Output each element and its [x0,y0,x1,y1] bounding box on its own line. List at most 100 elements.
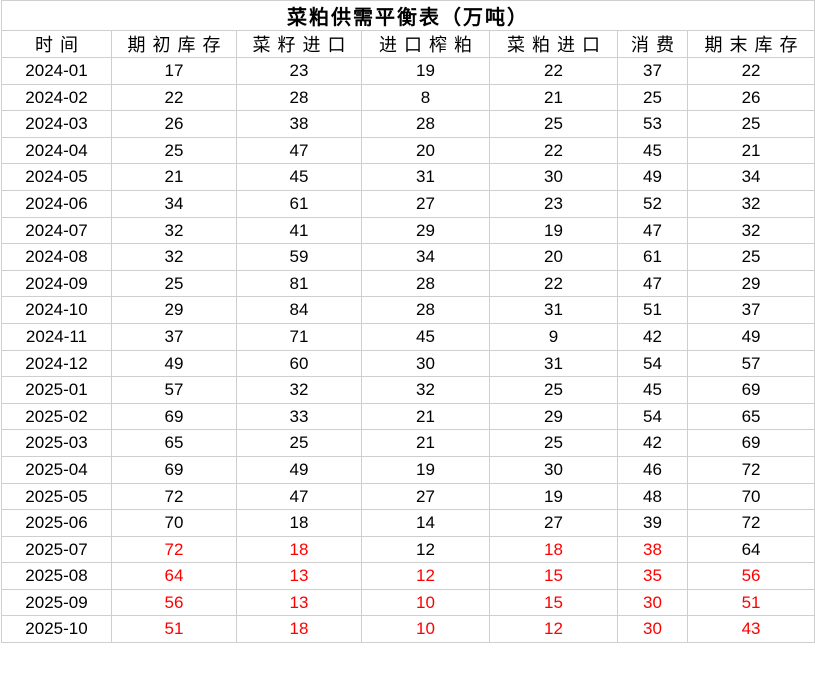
value-cell: 35 [617,562,688,590]
value-cell: 15 [489,588,618,617]
value-cell: 25 [489,429,618,457]
table-row: 2025-06 70 18 14 27 39 72 [1,509,815,537]
value-cell: 27 [489,509,618,537]
value-cell: 12 [361,535,490,564]
value-cell: 30 [617,615,688,644]
value-cell: 28 [361,296,490,324]
value-cell: 45 [361,322,490,351]
value-cell: 60 [236,349,362,378]
value-cell: 45 [617,136,688,165]
value-cell: 25 [617,83,688,112]
value-cell: 53 [617,110,688,138]
value-cell: 70 [686,482,815,511]
table-row: 2024-09 25 81 28 22 47 29 [1,269,815,298]
value-cell: 22 [686,57,815,85]
date-cell: 2024-07 [1,216,112,245]
value-cell: 21 [111,163,237,191]
date-cell: 2024-08 [1,243,112,271]
value-cell: 22 [489,269,618,298]
value-cell: 61 [236,189,362,218]
date-cell: 2024-10 [1,296,112,324]
value-cell: 29 [111,296,237,324]
column-header: 期初库存 [111,30,237,58]
date-cell: 2024-06 [1,189,112,218]
value-cell: 49 [236,455,362,484]
value-cell: 45 [236,163,362,191]
table-row: 2025-10 51 18 10 12 30 43 [1,615,815,644]
value-cell: 21 [361,429,490,457]
value-cell: 47 [617,216,688,245]
table-row: 2025-02 69 33 21 29 54 65 [1,402,815,431]
value-cell: 30 [361,349,490,378]
value-cell: 25 [111,269,237,298]
value-cell: 28 [361,110,490,138]
table-row: 2025-08 64 13 12 15 35 56 [1,562,815,590]
value-cell: 19 [489,216,618,245]
value-cell: 38 [236,110,362,138]
value-cell: 32 [111,216,237,245]
value-cell: 10 [361,588,490,617]
table-row: 2024-06 34 61 27 23 52 32 [1,189,815,218]
value-cell: 48 [617,482,688,511]
value-cell: 15 [489,562,618,590]
value-cell: 72 [686,455,815,484]
date-cell: 2025-06 [1,509,112,537]
date-cell: 2024-05 [1,163,112,191]
value-cell: 19 [361,57,490,85]
value-cell: 34 [361,243,490,271]
value-cell: 28 [236,83,362,112]
value-cell: 56 [686,562,815,590]
value-cell: 20 [361,136,490,165]
date-cell: 2024-03 [1,110,112,138]
value-cell: 69 [111,455,237,484]
value-cell: 84 [236,296,362,324]
value-cell: 51 [111,615,237,644]
date-cell: 2025-04 [1,455,112,484]
value-cell: 21 [361,402,490,431]
value-cell: 22 [111,83,237,112]
value-cell: 23 [489,189,618,218]
value-cell: 32 [686,216,815,245]
column-header: 期末库存 [686,30,815,58]
value-cell: 72 [111,482,237,511]
value-cell: 34 [686,163,815,191]
column-header: 菜粕进口 [489,30,618,58]
value-cell: 30 [617,588,688,617]
value-cell: 46 [617,455,688,484]
value-cell: 18 [236,535,362,564]
value-cell: 54 [617,349,688,378]
value-cell: 13 [236,588,362,617]
value-cell: 27 [361,482,490,511]
value-cell: 28 [361,269,490,298]
column-header: 消费 [617,30,688,58]
table-row: 2025-04 69 49 19 30 46 72 [1,455,815,484]
table-row: 2025-09 56 13 10 15 30 51 [1,588,815,617]
table-row: 2024-02 22 28 8 21 25 26 [1,83,815,112]
value-cell: 65 [111,429,237,457]
date-cell: 2025-10 [1,615,112,644]
value-cell: 25 [236,429,362,457]
date-cell: 2025-05 [1,482,112,511]
value-cell: 42 [617,322,688,351]
table-row: 2024-03 26 38 28 25 53 25 [1,110,815,138]
value-cell: 31 [489,296,618,324]
date-cell: 2024-12 [1,349,112,378]
date-cell: 2025-02 [1,402,112,431]
value-cell: 18 [489,535,618,564]
value-cell: 25 [686,110,815,138]
value-cell: 9 [489,322,618,351]
value-cell: 57 [686,349,815,378]
value-cell: 51 [686,588,815,617]
value-cell: 12 [489,615,618,644]
date-cell: 2024-01 [1,57,112,85]
table-row: 2025-01 57 32 32 25 45 69 [1,376,815,404]
value-cell: 71 [236,322,362,351]
table-row: 2025-07 72 18 12 18 38 64 [1,535,815,564]
value-cell: 14 [361,509,490,537]
value-cell: 38 [617,535,688,564]
value-cell: 72 [686,509,815,537]
value-cell: 64 [686,535,815,564]
value-cell: 32 [361,376,490,404]
value-cell: 59 [236,243,362,271]
value-cell: 49 [686,322,815,351]
